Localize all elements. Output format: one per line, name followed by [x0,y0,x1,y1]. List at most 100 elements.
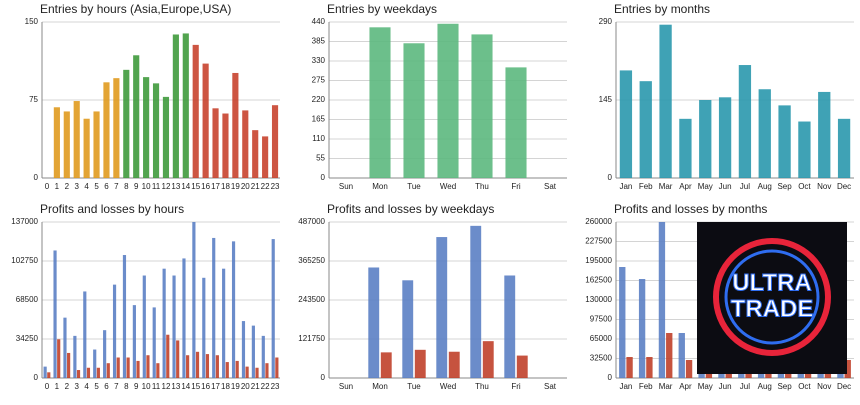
bar [142,275,146,378]
bar [271,239,275,378]
x-tick-label: May [698,182,713,191]
x-tick-label: 6 [104,182,109,191]
x-tick-label: Sat [544,182,557,191]
x-tick-label: Fri [511,182,521,191]
bar [252,130,259,178]
bar [47,372,51,378]
ad-text: ULTRA [732,269,812,296]
bar [113,78,120,178]
x-tick-label: May [698,382,713,391]
bar [646,357,653,378]
x-tick-label: Sep [777,182,792,191]
x-tick-label: Jul [740,382,750,391]
y-tick-label: 165 [312,115,326,124]
bar [86,367,91,378]
bar [255,367,259,378]
x-tick-label: 15 [191,382,200,391]
x-tick-label: Wed [440,382,456,391]
bar [414,349,426,378]
y-tick-label: 0 [608,373,613,382]
y-tick-label: 0 [608,173,613,182]
bar [136,360,140,378]
bar [93,349,97,378]
bar [516,355,528,378]
x-tick-label: 2 [65,382,70,391]
x-tick-label: Nov [817,382,831,391]
bar [245,366,249,378]
x-tick-label: 10 [142,182,151,191]
bar [205,354,210,378]
x-tick-label: 5 [94,182,99,191]
bar [231,241,236,378]
bar [63,317,67,378]
bar [798,121,811,178]
x-tick-label: 8 [124,182,129,191]
bar [638,279,646,378]
bar [162,268,166,378]
x-tick-label: Feb [639,382,653,391]
bar [271,105,279,178]
bar [437,23,459,178]
bar [626,357,633,378]
x-tick-label: 3 [74,382,79,391]
x-tick-label: Oct [798,182,811,191]
x-tick-label: Dec [837,182,851,191]
y-tick-label: 0 [34,173,39,182]
x-tick-label: 12 [162,182,171,191]
x-tick-label: Sun [339,182,353,191]
x-tick-label: Aug [758,182,772,191]
y-tick-label: 34250 [16,334,39,343]
x-tick-label: 20 [241,182,250,191]
x-tick-label: 15 [191,182,200,191]
ad-ring [713,238,831,356]
y-tick-label: 275 [312,76,326,85]
x-tick-label: Tue [407,382,421,391]
bar [225,362,229,378]
bar [265,363,269,378]
bar [202,63,209,178]
x-tick-label: 4 [84,182,89,191]
y-tick-label: 130000 [585,295,612,304]
bar [172,34,179,179]
bar [83,118,90,178]
chart-title: Entries by weekdays [327,2,437,16]
x-tick-label: Thu [475,182,489,191]
x-tick-label: 17 [211,382,220,391]
x-tick-label: 2 [65,182,70,191]
y-tick-label: 0 [321,373,326,382]
x-tick-label: 18 [221,382,230,391]
bar [215,355,219,378]
chart-title: Profits and losses by months [614,202,767,216]
x-tick-label: 11 [152,382,161,391]
bar [182,33,189,178]
y-tick-label: 68500 [16,295,39,304]
y-tick-label: 330 [312,56,326,65]
bar [666,333,673,378]
y-tick-label: 32500 [590,354,613,363]
bar [222,268,226,378]
y-tick-label: 145 [599,95,613,104]
bar [143,77,150,178]
y-tick-label: 65000 [590,334,613,343]
bar [241,321,246,378]
bar [699,100,712,178]
bar [685,360,693,378]
y-tick-label: 385 [312,37,326,46]
bar [232,72,239,178]
bar [380,352,392,378]
x-tick-label: Apr [679,382,692,391]
x-tick-label: 16 [201,182,210,191]
bar [73,335,77,378]
bar [116,357,120,378]
x-tick-label: Jun [719,382,732,391]
bar [251,325,255,378]
x-tick-label: 13 [171,182,180,191]
bar [758,89,771,178]
x-tick-label: Feb [639,182,653,191]
y-tick-label: 97500 [590,315,613,324]
y-tick-label: 440 [312,17,326,26]
x-tick-label: 1 [55,182,60,191]
x-tick-label: Mon [372,182,388,191]
y-tick-label: 365250 [298,256,325,265]
